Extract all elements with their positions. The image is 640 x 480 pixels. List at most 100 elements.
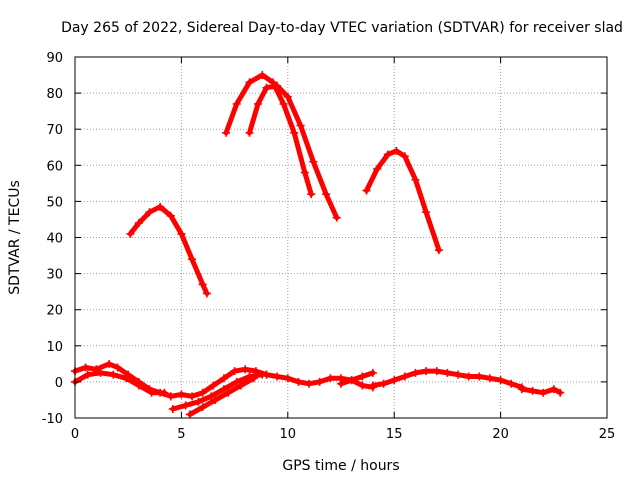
data-point (166, 211, 175, 220)
x-tick-label: 20 (492, 427, 509, 442)
series-line (364, 148, 442, 253)
data-point (322, 190, 331, 199)
data-point (177, 390, 186, 399)
data-point (379, 379, 388, 388)
series-line (187, 375, 257, 417)
data-point (249, 374, 258, 383)
series-line (168, 366, 269, 399)
y-tick-label: 50 (46, 195, 63, 210)
series-line (223, 72, 314, 197)
series-arc-1 (126, 202, 211, 298)
data-point (168, 404, 177, 413)
data-point (134, 381, 143, 390)
data-point (358, 372, 367, 381)
data-point (219, 374, 228, 383)
data-point (96, 368, 105, 377)
data-point (454, 370, 463, 379)
data-point (113, 363, 122, 372)
data-point (166, 392, 175, 401)
data-point (315, 377, 324, 386)
axis-ticks: 0 5 10 15 20 25 -10 0 10 20 30 40 50 60 70 80 90 (42, 51, 616, 442)
data-point (400, 372, 409, 381)
data-point (177, 229, 186, 238)
data-point (273, 81, 282, 90)
x-tick-label: 0 (71, 427, 79, 442)
data-point (507, 379, 516, 388)
data-point (373, 164, 382, 173)
data-point (347, 376, 356, 385)
data-point (262, 370, 271, 379)
data-point (485, 374, 494, 383)
series-arc-4 (362, 146, 443, 255)
data-point (147, 388, 156, 397)
x-tick-label: 25 (599, 427, 616, 442)
data-point (422, 367, 431, 376)
y-tick-label: 70 (46, 123, 63, 138)
data-point (156, 202, 165, 211)
data-point (309, 157, 318, 166)
data-point (254, 99, 263, 108)
data-point (307, 190, 316, 199)
data-point (109, 370, 118, 379)
data-point (368, 381, 377, 390)
data-point (232, 99, 241, 108)
data-point (83, 370, 92, 379)
data-point (422, 208, 431, 217)
data-point (198, 403, 207, 412)
data-point (105, 359, 114, 368)
data-point (300, 168, 309, 177)
data-point (392, 146, 401, 155)
data-point (296, 121, 305, 130)
data-point (198, 388, 207, 397)
data-point (232, 377, 241, 386)
data-point (230, 367, 239, 376)
data-point (219, 385, 228, 394)
series-arc-3 (245, 81, 341, 222)
y-tick-label: 30 (46, 268, 63, 283)
series-low-8 (368, 367, 526, 392)
y-axis-title: SDTVAR / TECUs (7, 180, 23, 295)
y-tick-label: 60 (46, 159, 63, 174)
y-tick-label: 80 (46, 87, 63, 102)
data-point (283, 374, 292, 383)
data-point (160, 388, 169, 397)
data-point (209, 381, 218, 390)
series-line (338, 370, 376, 387)
y-tick-label: -10 (42, 412, 63, 427)
grid (75, 57, 607, 418)
plot-frame (74, 56, 608, 419)
y-tick-label: 40 (46, 232, 63, 247)
data-point (245, 128, 254, 137)
x-tick-label: 5 (177, 427, 185, 442)
data-point (245, 78, 254, 87)
x-tick-label: 15 (386, 427, 403, 442)
series-low-9 (517, 385, 565, 397)
data-point (475, 372, 484, 381)
data-point (528, 386, 537, 395)
y-tick-label: 90 (46, 51, 63, 66)
data-point (411, 368, 420, 377)
data-point (556, 388, 565, 397)
data-series (71, 71, 565, 419)
data-point (294, 377, 303, 386)
data-point (337, 379, 345, 388)
data-point (362, 186, 371, 195)
data-point (262, 83, 271, 92)
data-point (258, 71, 267, 80)
data-point (443, 368, 452, 377)
series-low-4 (168, 370, 267, 413)
data-point (222, 128, 231, 137)
data-point (211, 395, 220, 404)
data-point (549, 385, 558, 394)
series-low-7 (337, 368, 377, 388)
data-point (126, 229, 135, 238)
data-point (194, 397, 203, 406)
data-point (400, 152, 409, 161)
data-point (207, 392, 216, 401)
data-point (81, 363, 90, 372)
data-point (145, 208, 154, 217)
series-low-5 (185, 374, 258, 419)
data-point (236, 381, 245, 390)
series-low-3 (166, 365, 271, 401)
